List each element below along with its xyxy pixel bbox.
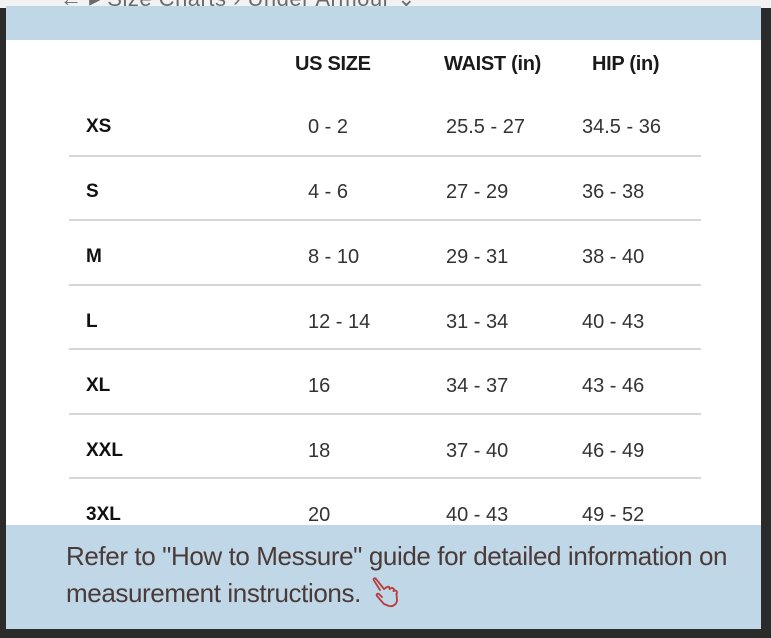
waist-value: 34 - 37 — [446, 375, 509, 397]
table-row: L 12 - 14 31 - 34 40 - 43 — [6, 292, 761, 356]
us-size-value: 4 - 6 — [308, 181, 349, 203]
hip-value: 34.5 - 36 — [582, 116, 661, 138]
us-size-value: 0 - 2 — [308, 116, 349, 138]
table-row: S 4 - 6 27 - 29 36 - 38 — [6, 162, 761, 226]
top-color-band — [6, 6, 761, 40]
hip-value: 38 - 40 — [582, 246, 645, 268]
us-size-value: 18 — [308, 440, 331, 462]
us-size-value: 16 — [308, 375, 331, 397]
row-divider — [69, 155, 701, 157]
hip-value: 36 - 38 — [582, 181, 645, 203]
row-divider — [69, 413, 701, 415]
size-label: L — [86, 311, 98, 332]
hip-value: 49 - 52 — [582, 504, 645, 526]
us-size-value: 12 - 14 — [308, 311, 371, 333]
header-waist: WAIST (in) — [444, 53, 541, 75]
us-size-value: 8 - 10 — [308, 246, 360, 268]
table-row: 3XL 20 40 - 43 49 - 52 — [6, 485, 761, 549]
row-divider — [69, 219, 701, 221]
row-divider — [69, 348, 701, 350]
background-breadcrumb: ← ▸ Size Charts › Under Armour ⌄ — [60, 0, 416, 8]
footer-note-band: Refer to "How to Messure" guide for deta… — [6, 525, 761, 629]
table-row: XS 0 - 2 25.5 - 27 34.5 - 36 — [6, 97, 761, 161]
waist-value: 37 - 40 — [446, 440, 509, 462]
table-row: XL 16 34 - 37 43 - 46 — [6, 356, 761, 420]
waist-value: 27 - 29 — [446, 181, 509, 203]
hip-value: 46 - 49 — [582, 440, 645, 462]
size-label: 3XL — [86, 504, 121, 525]
waist-value: 31 - 34 — [446, 311, 509, 333]
row-divider — [69, 284, 701, 286]
pointing-hand-icon — [367, 574, 403, 619]
waist-value: 25.5 - 27 — [446, 116, 525, 138]
size-label: M — [86, 246, 102, 267]
size-label: S — [86, 181, 99, 202]
us-size-value: 20 — [308, 504, 331, 526]
table-row: XXL 18 37 - 40 46 - 49 — [6, 421, 761, 485]
header-hip: HIP (in) — [592, 53, 660, 75]
size-label: XXL — [86, 440, 123, 461]
size-label: XS — [86, 116, 112, 137]
row-divider — [69, 477, 701, 479]
footer-note-text: Refer to "How to Messure" guide for deta… — [66, 541, 728, 608]
hip-value: 40 - 43 — [582, 311, 645, 333]
size-label: XL — [86, 375, 111, 396]
size-chart-image: US SIZE WAIST (in) HIP (in) XS 0 - 2 25.… — [6, 6, 761, 629]
footer-note: Refer to "How to Messure" guide for deta… — [66, 539, 746, 619]
waist-value: 29 - 31 — [446, 246, 509, 268]
waist-value: 40 - 43 — [446, 504, 509, 526]
hip-value: 43 - 46 — [582, 375, 645, 397]
table-row: M 8 - 10 29 - 31 38 - 40 — [6, 227, 761, 291]
background-page-strip: ← ▸ Size Charts › Under Armour ⌄ — [0, 0, 771, 8]
header-us-size: US SIZE — [295, 53, 371, 75]
